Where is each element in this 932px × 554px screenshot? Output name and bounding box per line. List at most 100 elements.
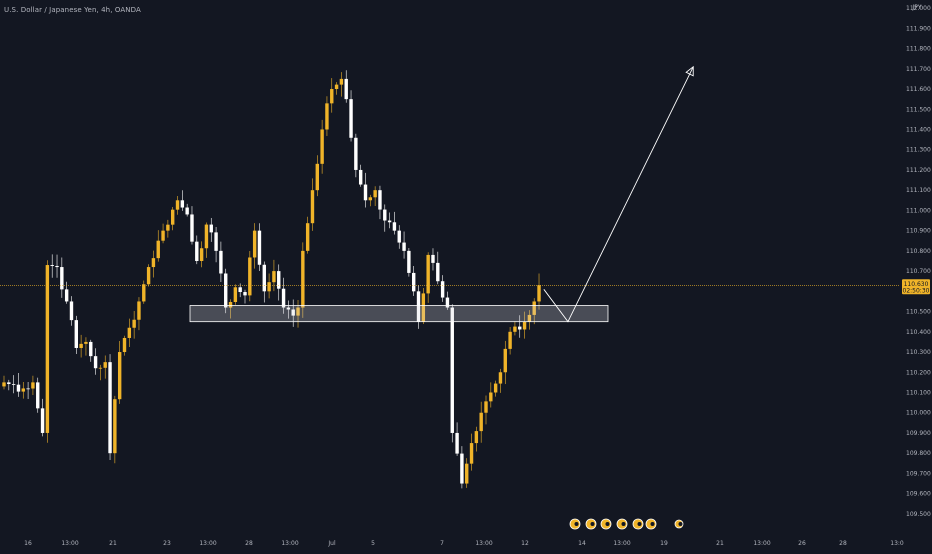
- candle-body: [277, 271, 281, 289]
- price-axis-label: 111.800: [906, 46, 931, 53]
- price-axis-label: 110.800: [906, 248, 931, 255]
- candle-body: [286, 307, 291, 310]
- candle: [397, 225, 401, 249]
- time-axis-label: 14: [578, 540, 586, 547]
- candle-body: [166, 224, 170, 231]
- candle-body: [190, 214, 194, 242]
- earnings-icon-dot: [605, 522, 610, 526]
- candle-body: [416, 291, 421, 322]
- candle: [7, 379, 11, 391]
- earnings-icon[interactable]: [674, 519, 684, 529]
- candle: [180, 190, 185, 211]
- earnings-icon[interactable]: [569, 518, 581, 530]
- candle: [79, 334, 83, 358]
- price-axis-label: 110.700: [906, 268, 931, 275]
- candle-body: [330, 89, 334, 104]
- candle-body: [224, 273, 228, 308]
- candle-body: [11, 384, 16, 385]
- price-axis-label: 111.500: [906, 106, 931, 113]
- candle: [117, 340, 122, 404]
- candle-body: [407, 250, 411, 273]
- time-axis[interactable]: 16 13:00 21 23 13:00 28 13:00 Jul 5 7 13:00 12 14 13:…: [24, 540, 904, 547]
- candle-body: [503, 348, 507, 373]
- earnings-icon[interactable]: [585, 518, 597, 530]
- candle: [161, 223, 165, 244]
- candle-body: [248, 257, 252, 296]
- candle-body: [267, 282, 271, 292]
- candle: [214, 226, 218, 263]
- candle-body: [522, 321, 527, 330]
- earnings-icon-dot: [574, 522, 579, 526]
- candle: [171, 207, 175, 231]
- candle-body: [484, 401, 488, 413]
- candle: [50, 254, 54, 278]
- time-axis-label: Jul: [327, 540, 336, 547]
- candle: [286, 300, 291, 319]
- candle-body: [243, 292, 247, 296]
- earnings-icon[interactable]: [616, 518, 628, 530]
- current-price-tag: 110.630 02:50:30: [902, 279, 930, 295]
- candle-body: [64, 289, 69, 302]
- earnings-icon[interactable]: [600, 518, 612, 530]
- price-axis-label: 111.900: [906, 25, 931, 32]
- candle-body: [397, 230, 401, 243]
- candle: [190, 206, 194, 245]
- candle: [412, 265, 416, 296]
- projection-path[interactable]: [543, 66, 694, 323]
- candle: [310, 178, 315, 231]
- price-axis-label: 110.100: [906, 389, 931, 396]
- candle-body: [228, 302, 233, 308]
- candle-body: [532, 301, 536, 315]
- time-axis-label: 21: [109, 540, 117, 547]
- time-axis-label: 13:0: [890, 540, 904, 547]
- candle-body: [50, 265, 54, 266]
- candle-body: [339, 78, 344, 85]
- candle-body: [527, 314, 532, 322]
- arrow-head: [685, 65, 694, 77]
- earnings-icon[interactable]: [632, 518, 644, 530]
- time-axis-label: 13:00: [753, 540, 770, 547]
- time-axis-label: 13:00: [61, 540, 78, 547]
- candle-body: [127, 327, 132, 338]
- event-icons-row: [569, 518, 684, 530]
- candle-body: [175, 200, 180, 210]
- candle: [243, 289, 247, 304]
- candle: [26, 381, 30, 400]
- candle: [518, 315, 522, 338]
- candle: [532, 298, 536, 325]
- candle: [113, 395, 117, 464]
- candle: [320, 119, 324, 174]
- candle: [330, 78, 334, 113]
- candle: [537, 273, 541, 310]
- candle: [479, 401, 483, 443]
- candle-body: [117, 352, 122, 400]
- time-axis-label: 7: [440, 540, 444, 547]
- price-axis[interactable]: JPY 110.000 110.100 110.200 110.300 110.400 1…: [906, 4, 931, 518]
- support-zone-rectangle[interactable]: [189, 305, 609, 323]
- candle-body: [450, 307, 454, 433]
- candle-body: [219, 250, 223, 274]
- time-axis-label: 13:00: [613, 540, 630, 547]
- candle: [315, 155, 319, 197]
- svg-text:02:50:30: 02:50:30: [903, 287, 930, 294]
- candle-body: [421, 293, 426, 322]
- candle-body: [156, 240, 160, 259]
- candle: [354, 133, 358, 178]
- candle: [272, 259, 276, 292]
- svg-text:110.630: 110.630: [904, 281, 929, 288]
- candle: [363, 172, 368, 208]
- candle: [36, 377, 40, 413]
- earnings-icon[interactable]: [645, 518, 657, 530]
- candle-body: [537, 285, 541, 302]
- price-axis-label: 111.100: [906, 187, 931, 194]
- candle-body: [436, 262, 440, 282]
- candle: [387, 212, 392, 229]
- candle-body: [238, 287, 242, 293]
- price-axis-label: 109.500: [906, 511, 931, 518]
- candle: [334, 82, 339, 95]
- candle-body: [402, 242, 406, 251]
- candle: [146, 264, 151, 287]
- price-axis-label: 110.200: [906, 369, 931, 376]
